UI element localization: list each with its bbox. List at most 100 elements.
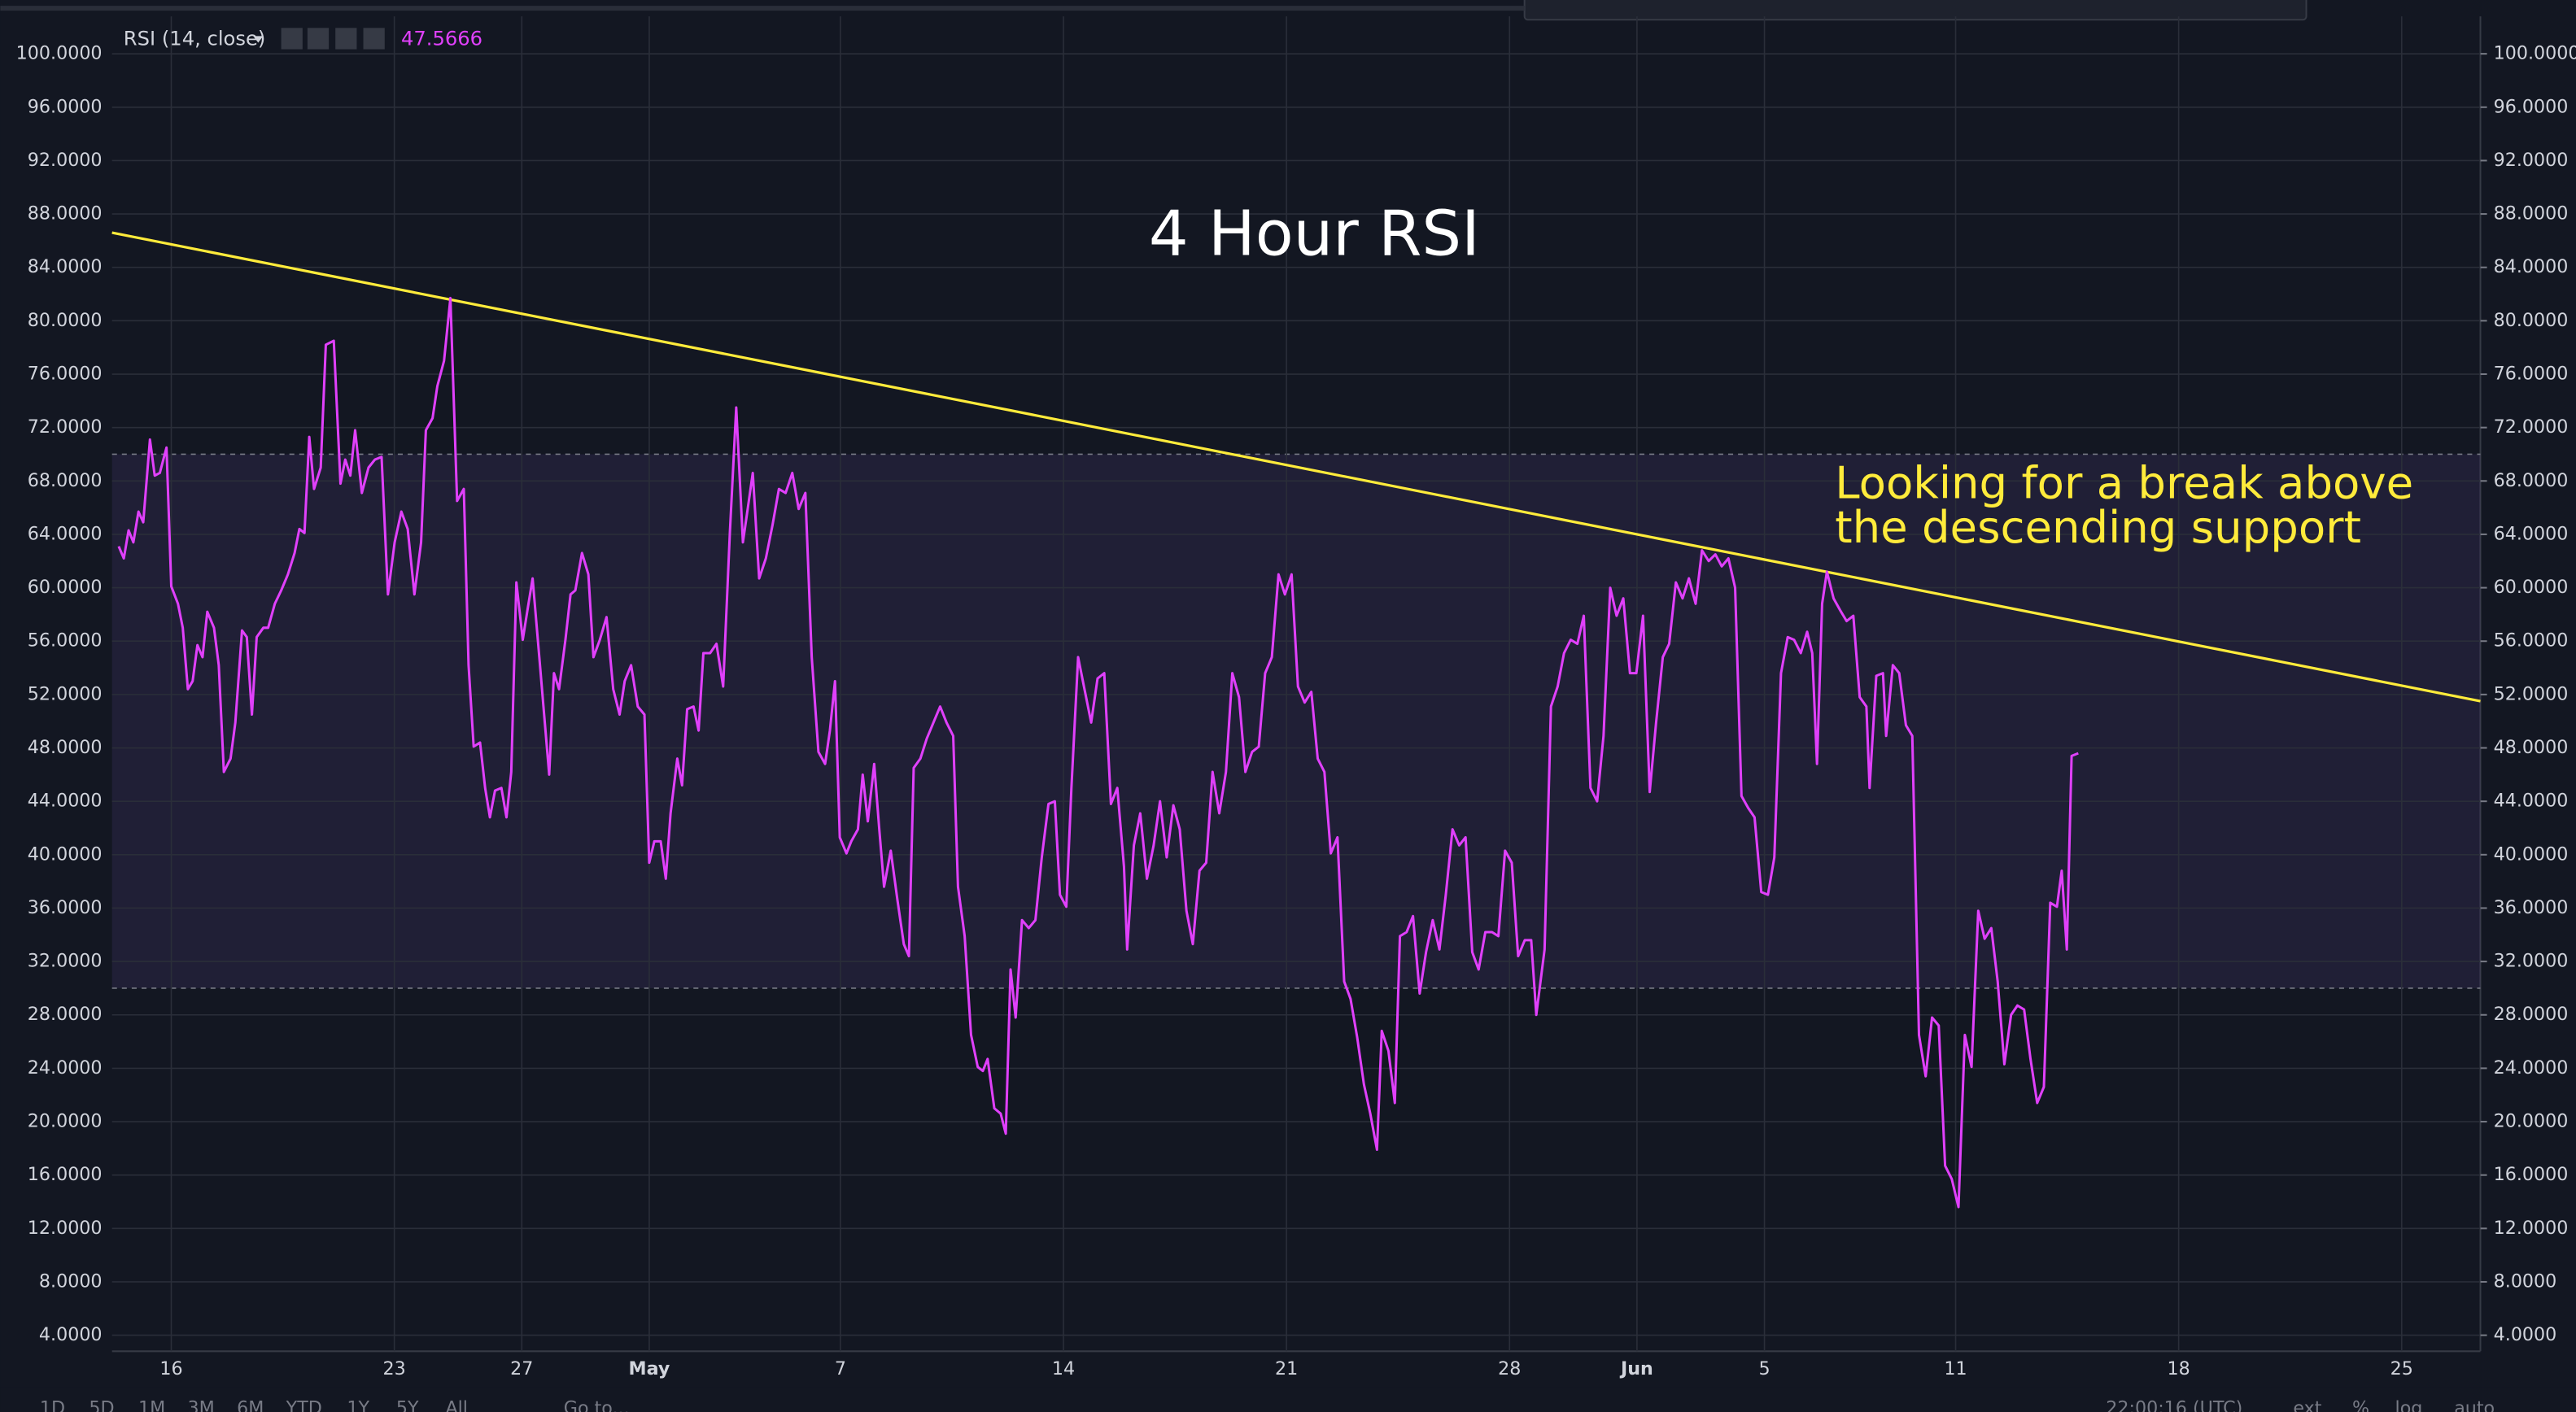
y-tick-label: 92.0000 <box>2494 150 2569 171</box>
range-button[interactable]: 1M <box>138 1397 165 1412</box>
y-tick-label: 12.0000 <box>28 1218 103 1239</box>
y-tick-label: 80.0000 <box>2494 310 2569 331</box>
line <box>111 231 2481 703</box>
y-tick-label: 96.0000 <box>2494 96 2569 117</box>
x-tick-label: 7 <box>835 1358 846 1379</box>
y-tick-label: 64.0000 <box>2494 523 2569 544</box>
y-tick-label: 100.0000 <box>16 43 103 64</box>
y-tick-label: 72.0000 <box>28 416 103 438</box>
goto-button[interactable]: Go to... <box>564 1397 630 1412</box>
y-tick-label: 20.0000 <box>2494 1111 2569 1132</box>
chart-title: 4 Hour RSI <box>1149 198 1480 271</box>
y-tick-label: 100.0000 <box>2494 43 2576 64</box>
clock: 22:00:16 (UTC) <box>2106 1397 2242 1412</box>
y-tick-label: 8.0000 <box>2494 1270 2557 1292</box>
overbought-oversold-band <box>111 454 2481 988</box>
y-tick-label: 40.0000 <box>28 843 103 865</box>
y-tick-label: 32.0000 <box>2494 951 2569 972</box>
y-tick-label: 24.0000 <box>28 1057 103 1079</box>
top-toolbar <box>1523 0 2307 21</box>
bottom-toolbar <box>0 1387 2576 1412</box>
x-tick-label: 11 <box>1944 1358 1967 1379</box>
y-tick-label: 4.0000 <box>39 1324 103 1345</box>
x-tick-label: 23 <box>383 1358 406 1379</box>
y-tick-label: 4.0000 <box>2494 1324 2557 1345</box>
x-tick-label: 5 <box>1758 1358 1770 1379</box>
range-button[interactable]: 5D <box>89 1397 114 1412</box>
annotation: Looking for a break above <box>1835 457 2413 509</box>
y-tick-label: 56.0000 <box>2494 630 2569 652</box>
dropdown-arrow[interactable] <box>253 36 264 43</box>
x-tick-label: 18 <box>2168 1358 2190 1379</box>
button[interactable] <box>307 28 330 50</box>
y-tick-label: 56.0000 <box>28 630 103 652</box>
scale-option[interactable]: auto <box>2454 1397 2495 1412</box>
range-button[interactable]: All <box>445 1397 468 1412</box>
x-tick-label: Jun <box>1619 1358 1653 1379</box>
plot <box>111 231 2481 1209</box>
x-tick-label: May <box>629 1358 670 1379</box>
y-tick-label: 20.0000 <box>28 1111 103 1132</box>
y-tick-label: 88.0000 <box>2494 203 2569 224</box>
scale-option[interactable]: log <box>2395 1397 2423 1412</box>
y-tick-label: 52.0000 <box>28 683 103 704</box>
y-tick-label: 68.0000 <box>2494 470 2569 491</box>
y-tick-label: 84.0000 <box>28 256 103 277</box>
y-tick-label: 72.0000 <box>2494 416 2569 438</box>
button[interactable] <box>281 28 303 50</box>
y-tick-label: 16.0000 <box>2494 1164 2569 1185</box>
y-tick-label: 48.0000 <box>28 737 103 758</box>
y-tick-label: 68.0000 <box>28 470 103 491</box>
y-tick-label: 12.0000 <box>2494 1218 2569 1239</box>
y-tick-label: 88.0000 <box>28 203 103 224</box>
line <box>117 296 2079 1209</box>
y-tick-label: 92.0000 <box>28 150 103 171</box>
scale-option[interactable]: % <box>2352 1397 2369 1412</box>
y-tick-label: 36.0000 <box>28 897 103 918</box>
indicator-name[interactable]: RSI (14, close) <box>124 27 266 50</box>
x-tick-label: 25 <box>2390 1358 2413 1379</box>
y-tick-label: 40.0000 <box>2494 843 2569 865</box>
indicator-buttons <box>281 28 385 50</box>
y-tick-label: 76.0000 <box>28 364 103 385</box>
y-tick-label: 64.0000 <box>28 523 103 544</box>
drawing-toolbar[interactable] <box>1523 0 2307 21</box>
y-tick-label: 60.0000 <box>2494 577 2569 598</box>
y-tick-label: 28.0000 <box>2494 1004 2569 1025</box>
range-button[interactable]: 1D <box>40 1397 65 1412</box>
range-button[interactable]: 6M <box>237 1397 264 1412</box>
y-tick-label: 32.0000 <box>28 951 103 972</box>
y-tick-label: 44.0000 <box>2494 791 2569 812</box>
y-tick-label: 80.0000 <box>28 310 103 331</box>
x-tick-label: 16 <box>159 1358 182 1379</box>
y-tick-label: 16.0000 <box>28 1164 103 1185</box>
button[interactable] <box>363 28 385 50</box>
y-tick-label: 44.0000 <box>28 791 103 812</box>
y-tick-label: 8.0000 <box>39 1270 103 1292</box>
last-value: 47.5666 <box>401 27 482 50</box>
range-button[interactable]: YTD <box>286 1397 322 1412</box>
y-tick-label: 96.0000 <box>28 96 103 117</box>
range-button[interactable]: 3M <box>188 1397 215 1412</box>
y-tick-label: 52.0000 <box>2494 683 2569 704</box>
bottom-toolbar-items: 1D 5D 1M 3M 6M YTD 1Y 5Y All Go to... 22:00:16 (UT… <box>40 1397 2495 1412</box>
x-tick-label: 27 <box>510 1358 533 1379</box>
y-tick-label: 24.0000 <box>2494 1057 2569 1079</box>
y-tick-label: 36.0000 <box>2494 897 2569 918</box>
scale-option[interactable]: ext <box>2293 1397 2321 1412</box>
button[interactable] <box>335 28 357 50</box>
y-tick-label: 28.0000 <box>28 1004 103 1025</box>
grid: 4.0000 4.0000 8.0000 8.0000 12.0000 12.0000 16… <box>16 16 2576 1379</box>
range-button[interactable]: 5Y <box>396 1397 419 1412</box>
x-tick-label: 28 <box>1498 1358 1521 1379</box>
x-tick-label: 14 <box>1052 1358 1075 1379</box>
y-tick-label: 76.0000 <box>2494 364 2569 385</box>
range-button[interactable]: 1Y <box>347 1397 369 1412</box>
y-tick-label: 48.0000 <box>2494 737 2569 758</box>
y-tick-label: 60.0000 <box>28 577 103 598</box>
x-tick-label: 21 <box>1275 1358 1298 1379</box>
y-tick-label: 84.0000 <box>2494 256 2569 277</box>
